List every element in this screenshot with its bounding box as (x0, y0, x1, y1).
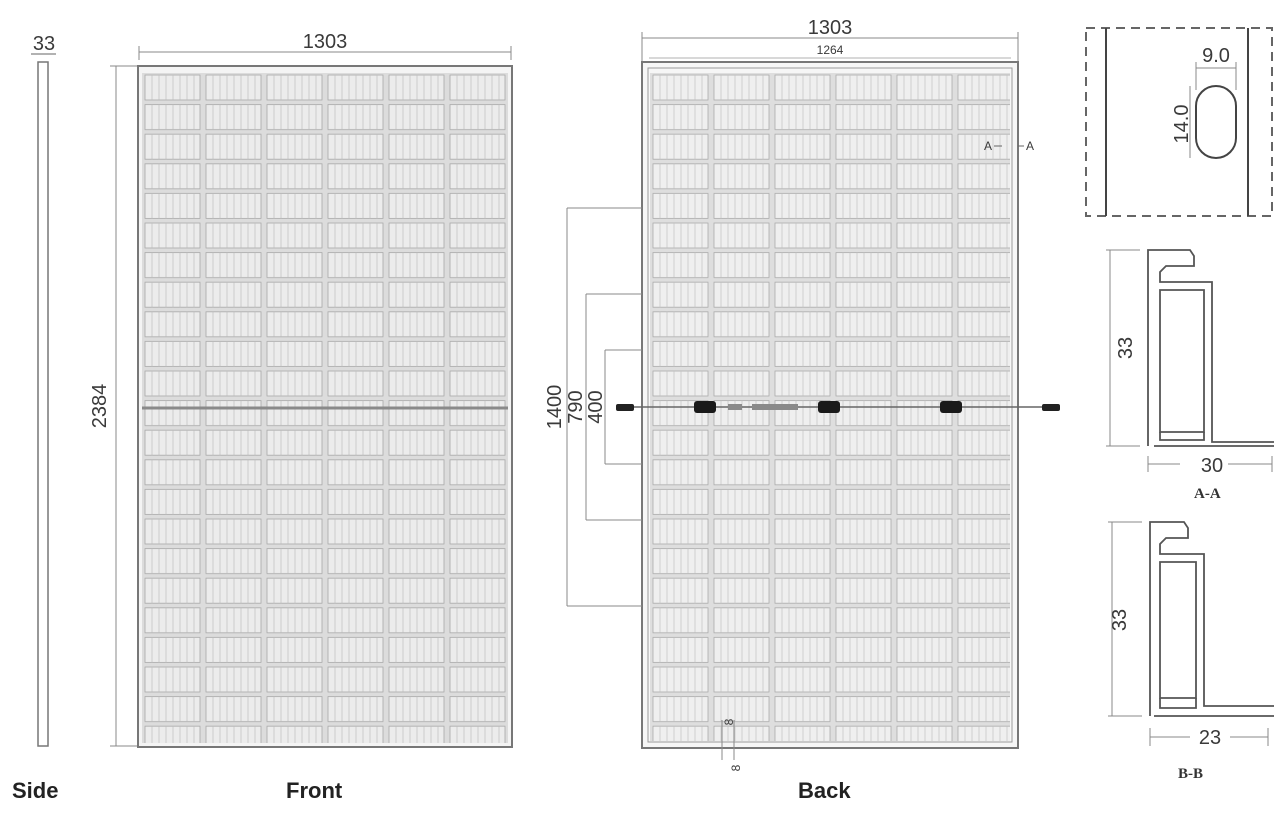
mounting-dimensions (566, 207, 642, 607)
profile-bb (1149, 521, 1274, 717)
slot-height-label: 14.0 (1171, 105, 1193, 144)
bb-height-label: 33 (1109, 609, 1131, 631)
mount-790-label: 790 (565, 390, 587, 423)
section-mark-right: A (1026, 139, 1034, 153)
section-mark-left: A (984, 139, 992, 153)
section-aa-title: A-A (1194, 486, 1221, 502)
slot-detail: 9.0 14.0 (1085, 27, 1273, 217)
hole-label: 8 (722, 718, 736, 725)
side-view: 33 (31, 33, 56, 747)
mounting-slot (1195, 85, 1237, 159)
profile-aa (1147, 249, 1274, 447)
label-strip-small (728, 404, 742, 410)
aa-height-label: 33 (1115, 337, 1137, 359)
hole-label-bottom: 8 (729, 764, 743, 771)
mount-400-label: 400 (585, 390, 607, 423)
back-width-label: 1303 (808, 17, 853, 39)
junction-box-3 (940, 401, 962, 413)
junction-box-2 (818, 401, 840, 413)
back-view: 1303 1264 1400 790 400 (544, 17, 1060, 771)
side-view-label: Side (12, 778, 59, 803)
aa-width-label: 30 (1201, 455, 1223, 477)
connector-right (1042, 404, 1060, 411)
side-thickness-label: 33 (33, 33, 55, 55)
section-bb (1108, 521, 1274, 746)
side-profile (37, 61, 49, 747)
junction-box-1 (694, 401, 716, 413)
section-bb-title: B-B (1178, 766, 1204, 782)
front-width-label: 1303 (303, 31, 348, 53)
back-inner-width-label: 1264 (817, 43, 844, 57)
connector-left (616, 404, 634, 411)
front-height-label: 2384 (89, 384, 111, 429)
detail-border (1085, 27, 1273, 217)
section-aa (1106, 249, 1274, 472)
front-view-label: Front (286, 778, 343, 803)
back-view-label: Back (798, 778, 851, 803)
front-view: 1303 2384 (89, 31, 513, 748)
back-inner-frame (647, 67, 1013, 743)
slot-width-label: 9.0 (1202, 45, 1230, 67)
mount-1400-label: 1400 (544, 385, 566, 430)
bb-width-label: 23 (1199, 727, 1221, 749)
label-strip (752, 404, 798, 410)
